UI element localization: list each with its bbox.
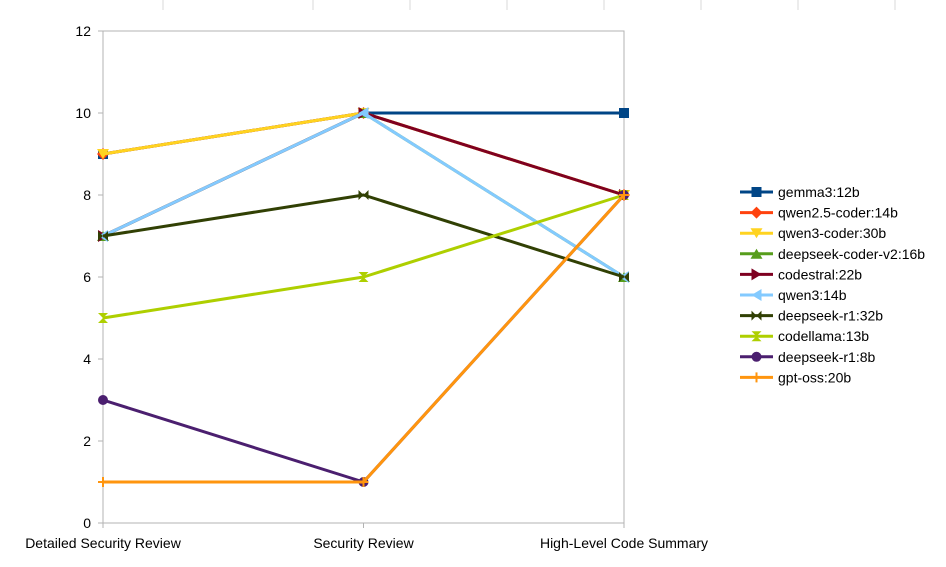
legend-label: deepseek-coder-v2:16b [778, 246, 925, 262]
series-line [102, 111, 624, 156]
data-point [750, 248, 763, 259]
y-tick-label: 10 [75, 105, 91, 121]
series-qwen3-coder-30b [97, 108, 630, 200]
legend-item: codestral:22b [740, 266, 862, 282]
legend-label: qwen3-coder:30b [778, 225, 886, 241]
legend-item: deepseek-r1:32b [740, 308, 883, 324]
data-point [358, 107, 369, 119]
series-codellama-13b [98, 190, 629, 323]
y-tick-label: 4 [83, 351, 91, 367]
legend-item: gemma3:12b [740, 184, 860, 200]
legend-item: qwen2.5-coder:14b [740, 205, 898, 221]
data-point [98, 313, 108, 323]
data-point [751, 372, 762, 383]
legend-label: codestral:22b [778, 266, 862, 282]
data-point [751, 310, 762, 321]
series-line [102, 193, 625, 320]
legend-label: codellama:13b [778, 328, 869, 344]
data-point [98, 477, 108, 487]
series-line [103, 193, 626, 484]
legend-item: qwen3:14b [740, 287, 847, 303]
y-tick-label: 2 [83, 433, 91, 449]
series-gpt-oss-20b [98, 190, 629, 487]
data-point [97, 149, 109, 159]
legend-label: qwen2.5-coder:14b [778, 205, 898, 221]
data-point [358, 477, 369, 487]
legend-item: deepseek-coder-v2:16b [740, 246, 925, 262]
series-line [102, 193, 625, 279]
legend-label: gemma3:12b [778, 184, 860, 200]
data-point [358, 272, 369, 282]
legend-item: deepseek-r1:8b [740, 349, 876, 365]
legend-item: codellama:13b [740, 328, 869, 344]
series-line [102, 111, 625, 238]
data-point [750, 228, 763, 239]
x-tick-label: High-Level Code Summary [540, 535, 708, 551]
data-point [751, 187, 762, 197]
data-point [619, 108, 629, 118]
y-tick-label: 8 [83, 187, 91, 203]
legend: gemma3:12b qwen2.5-coder:14b qwen3-coder:3… [740, 184, 925, 385]
data-point [98, 231, 108, 241]
series-line [102, 193, 626, 484]
x-tick-label: Security Review [313, 535, 414, 551]
legend-label: deepseek-r1:32b [778, 308, 883, 324]
series-line [102, 111, 625, 197]
data-point [98, 395, 108, 405]
legend-item: gpt-oss:20b [740, 369, 851, 385]
data-point [751, 268, 762, 281]
series-codestral-22b [98, 107, 629, 242]
data-point [751, 331, 762, 342]
series-line [102, 111, 625, 197]
x-tick-label: Detailed Security Review [25, 535, 182, 551]
data-point [619, 272, 629, 282]
data-point [751, 351, 762, 362]
series-deepseek-r1-32b [98, 190, 629, 282]
data-point [751, 289, 762, 301]
y-tick-label: 0 [83, 515, 91, 531]
series-qwen2-5-coder-14b [97, 107, 630, 201]
legend-label: qwen3:14b [778, 287, 847, 303]
legend-label: gpt-oss:20b [778, 369, 851, 385]
data-point [619, 190, 629, 200]
legend-label: deepseek-r1:8b [778, 349, 876, 365]
y-tick-label: 12 [75, 23, 91, 39]
data-point [358, 190, 369, 200]
data-point [750, 206, 763, 219]
legend-item: qwen3-coder:30b [740, 225, 886, 241]
y-tick-label: 6 [83, 269, 91, 285]
series-deepseek-r1-8b [98, 190, 629, 487]
